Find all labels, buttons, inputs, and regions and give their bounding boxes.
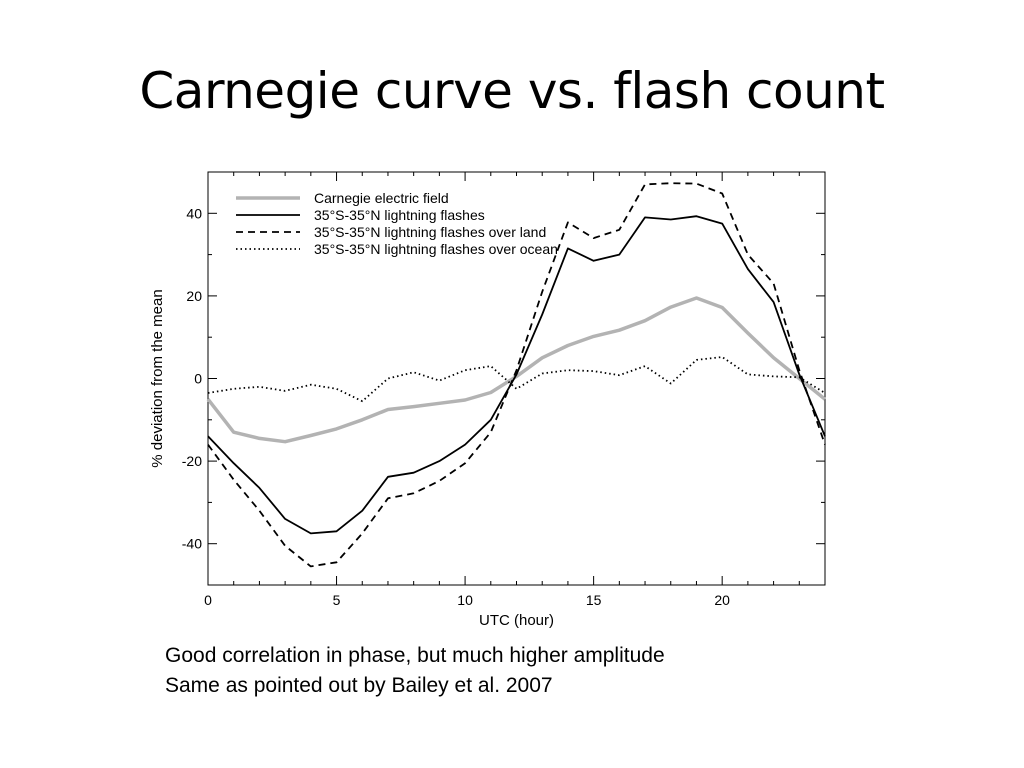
- series-line-2: [207, 215, 826, 535]
- caption-line-2: Same as pointed out by Bailey et al. 200…: [165, 674, 553, 697]
- y-tick-label: 0: [194, 371, 202, 387]
- legend-label-2: 35°S-35°N lightning flashes: [314, 207, 485, 223]
- caption-line-1: Good correlation in phase, but much high…: [165, 644, 665, 667]
- x-tick-label: 15: [586, 592, 602, 608]
- line-chart: 0 5 10 15 20 -40 -20 0 20 40 Carnegie electric fi…: [149, 171, 827, 629]
- y-tick-label: -40: [182, 536, 202, 552]
- x-axis-title: UTC (hour): [479, 612, 554, 629]
- x-tick-label: 0: [204, 592, 212, 608]
- x-tick-label: 20: [714, 592, 730, 608]
- y-tick-label: 40: [186, 205, 202, 221]
- y-axis-title: % deviation from the mean: [149, 289, 166, 467]
- y-tick-label: 20: [186, 288, 202, 304]
- caption: Good correlation in phase, but much high…: [165, 641, 665, 701]
- y-tick-label: -20: [182, 453, 202, 469]
- slide-title: Carnegie curve vs. flash count: [139, 62, 885, 120]
- x-tick-label: 10: [457, 592, 473, 608]
- series-line-4: [207, 356, 826, 403]
- series-line-1: [206, 296, 827, 444]
- x-tick-label: 5: [333, 592, 341, 608]
- legend-label-1: Carnegie electric field: [314, 190, 449, 206]
- legend-label-3: 35°S-35°N lightning flashes over land: [314, 224, 546, 240]
- series-line-3: [207, 182, 826, 568]
- legend-label-4: 35°S-35°N lightning flashes over ocean: [314, 241, 558, 257]
